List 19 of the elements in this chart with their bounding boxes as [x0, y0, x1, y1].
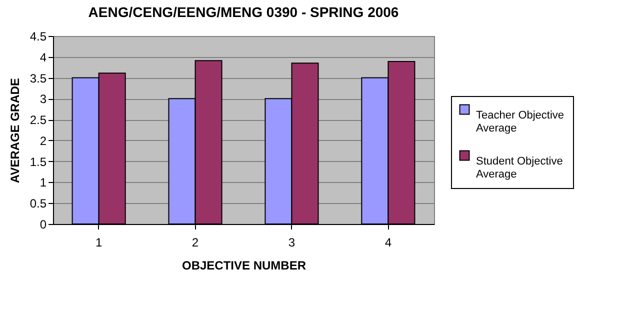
y-tick-label: 2.5 — [30, 113, 47, 128]
x-tick-label: 1 — [95, 236, 102, 250]
x-tick-label: 2 — [192, 236, 199, 250]
x-tick-label: 3 — [288, 236, 296, 250]
y-tick-label: 4.5 — [30, 30, 47, 44]
y-tick-label: 4 — [40, 50, 47, 64]
y-tick-label: 2 — [40, 134, 47, 148]
legend-label: Student Objective Average — [476, 156, 563, 180]
y-tick-label: 1 — [40, 176, 47, 190]
legend-label: Teacher Objective Average — [476, 110, 564, 134]
y-tick-label: 0 — [40, 218, 47, 232]
x-tick-label: 4 — [384, 236, 392, 250]
y-tick-label: 1.5 — [30, 154, 47, 169]
chart-title: AENG/CENG/EENG/MENG 0390 - SPRING 2006 — [88, 4, 399, 20]
x-axis-title: OBJECTIVE NUMBER — [182, 258, 306, 272]
y-tick-label: 3 — [40, 92, 47, 106]
y-axis-title: AVERAGE GRADE — [8, 78, 22, 184]
y-tick-label: 3.5 — [30, 71, 47, 86]
y-tick-label: 0.5 — [30, 196, 47, 211]
